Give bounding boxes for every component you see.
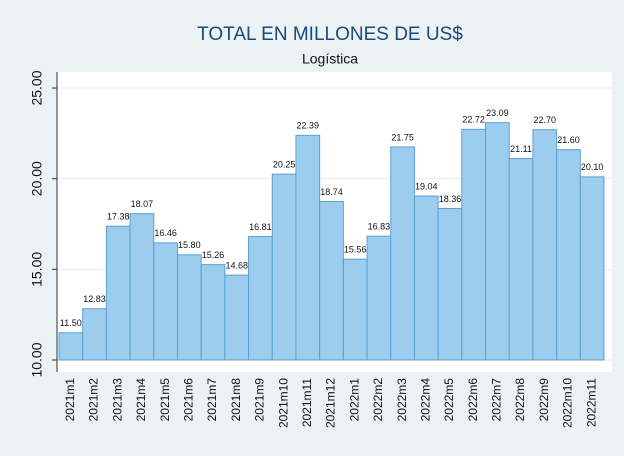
chart-subtitle: Logística <box>302 51 358 67</box>
data-label: 15.80 <box>178 240 201 250</box>
data-label: 21.75 <box>391 132 414 142</box>
bar <box>105 225 131 361</box>
data-label: 22.70 <box>533 115 556 125</box>
data-label: 18.07 <box>131 199 154 209</box>
data-label: 15.26 <box>202 250 225 260</box>
chart-title: TOTAL EN MILLONES DE US$ <box>197 24 463 45</box>
x-tick-label: 2022m4 <box>418 378 432 422</box>
data-label: 16.83 <box>368 222 391 232</box>
x-tick-label: 2021m10 <box>276 378 290 428</box>
data-label: 20.25 <box>273 160 296 170</box>
bar <box>437 207 463 361</box>
x-tick-label: 2021m6 <box>181 378 195 422</box>
bar <box>224 274 250 361</box>
y-tick-label: 25.00 <box>29 70 45 105</box>
bar <box>200 264 226 361</box>
x-tick-label: 2022m1 <box>347 378 361 422</box>
bar <box>579 176 605 361</box>
data-label: 21.11 <box>510 144 532 154</box>
y-tick-label: 10.00 <box>29 342 45 377</box>
x-tick-label: 2021m7 <box>205 378 219 422</box>
bar <box>248 236 273 361</box>
data-label: 16.46 <box>154 228 177 238</box>
bar <box>366 235 392 361</box>
x-tick-label: 2021m3 <box>110 378 124 422</box>
x-tick-label: 2021m1 <box>63 378 77 422</box>
x-tick-label: 2021m5 <box>158 378 172 422</box>
data-label: 18.74 <box>320 187 343 197</box>
data-label: 22.39 <box>297 121 320 131</box>
bar <box>390 146 415 361</box>
data-label: 16.81 <box>249 222 272 232</box>
x-tick-label: 2022m8 <box>513 378 527 422</box>
bar <box>461 128 487 361</box>
x-tick-label: 2021m4 <box>134 378 148 422</box>
bar <box>153 242 178 361</box>
y-tick-label: 20.00 <box>29 161 45 196</box>
x-tick-label: 2022m5 <box>442 378 456 422</box>
data-label: 23.09 <box>486 108 509 118</box>
y-tick-label: 15.00 <box>29 252 45 287</box>
data-label: 19.04 <box>415 181 438 191</box>
bar <box>342 258 368 361</box>
data-label: 22.72 <box>462 115 485 125</box>
bar <box>295 134 321 361</box>
x-tick-label: 2021m2 <box>87 378 101 422</box>
data-label: 18.36 <box>439 194 462 204</box>
bar <box>413 195 439 361</box>
x-tick-label: 2022m11 <box>584 378 598 427</box>
data-label: 20.10 <box>581 162 604 172</box>
data-label: 12.83 <box>83 294 106 304</box>
x-tick-label: 2021m11 <box>300 378 314 427</box>
x-tick-label: 2022m3 <box>395 378 409 422</box>
bar <box>319 201 344 361</box>
bar <box>82 308 107 361</box>
x-tick-label: 2022m2 <box>371 378 385 422</box>
data-label: 15.56 <box>344 245 367 255</box>
bar <box>532 129 558 361</box>
x-tick-label: 2022m7 <box>490 378 504 422</box>
data-label: 17.38 <box>107 212 130 222</box>
bar <box>508 158 534 361</box>
x-tick-label: 2022m10 <box>561 378 575 428</box>
x-tick-label: 2022m6 <box>466 378 480 422</box>
data-label: 11.50 <box>60 318 82 328</box>
data-label: 21.60 <box>557 135 580 145</box>
bar <box>58 332 84 361</box>
bar <box>556 149 581 361</box>
bar <box>485 122 510 361</box>
bar <box>271 173 297 361</box>
bar <box>129 213 155 361</box>
x-tick-label: 2021m8 <box>229 378 243 422</box>
bar <box>176 254 202 361</box>
x-tick-label: 2021m9 <box>253 378 267 422</box>
data-label: 14.68 <box>225 261 248 271</box>
x-tick-label: 2021m12 <box>324 378 338 428</box>
x-tick-label: 2022m9 <box>537 378 551 422</box>
